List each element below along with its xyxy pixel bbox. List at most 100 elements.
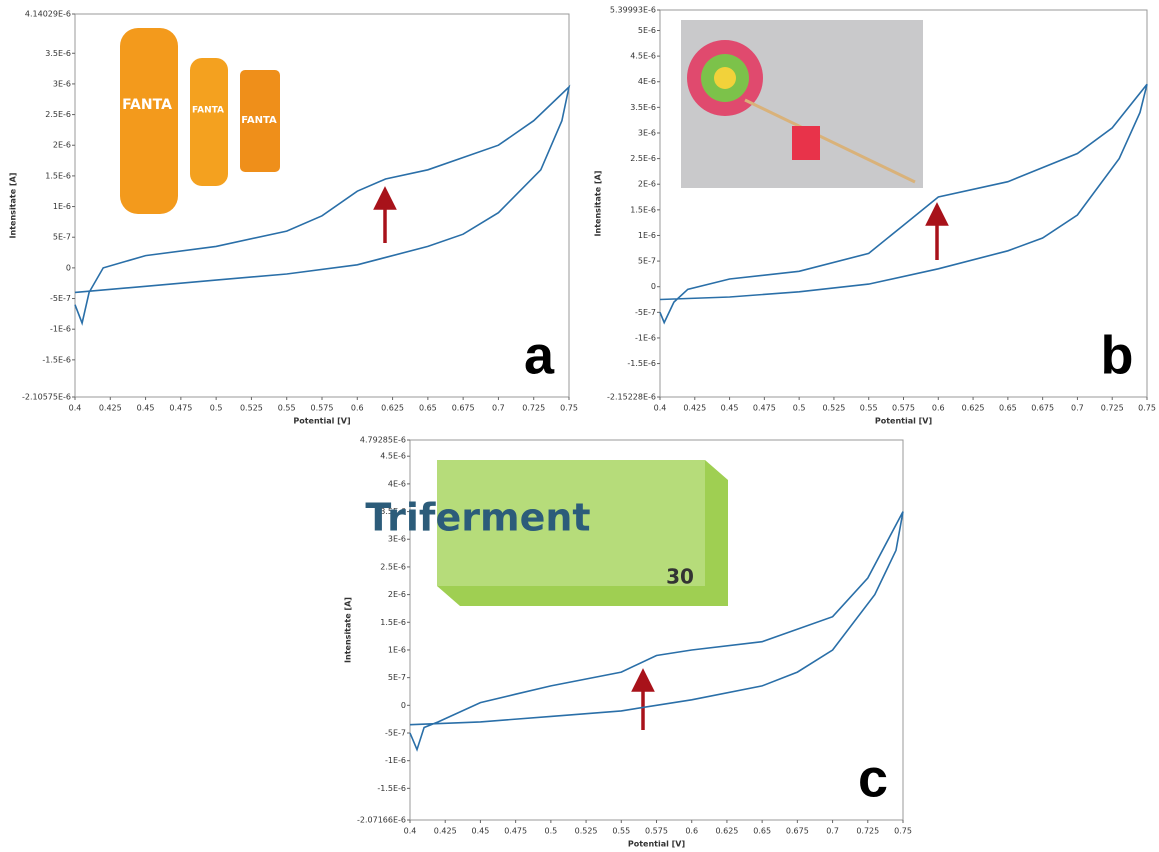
y-tick-label: 1E-6	[638, 231, 656, 240]
x-tick-label: 0.575	[311, 404, 334, 413]
x-tick-label: 0.7	[826, 827, 839, 836]
x-tick-label: 0.625	[381, 404, 404, 413]
y-tick-label: -2.10575E-6	[22, 393, 71, 402]
y-tick-label: 5E-7	[638, 257, 656, 266]
photo-text: 30	[666, 565, 694, 589]
x-tick-label: 0.575	[645, 827, 668, 836]
y-tick-label: 2.5E-6	[380, 562, 406, 571]
y-tick-label: 4.5E-6	[630, 52, 656, 61]
y-tick-label: 4.5E-6	[380, 452, 406, 461]
x-tick-label: 0.725	[856, 827, 879, 836]
x-tick-label: 0.575	[892, 404, 915, 413]
x-tick-label: 0.625	[715, 827, 738, 836]
y-tick-label: 3E-6	[53, 79, 71, 88]
x-tick-label: 0.6	[932, 404, 945, 413]
panel-letter: c	[858, 748, 888, 808]
x-tick-label: 0.525	[822, 404, 845, 413]
y-tick-label: 3.5E-6	[630, 103, 656, 112]
y-tick-label: -1E-6	[635, 333, 656, 342]
x-tick-label: 0.6	[685, 827, 698, 836]
y-tick-label: 5E-7	[53, 233, 71, 242]
x-tick-label: 0.65	[999, 404, 1017, 413]
y-tick-label: -5E-7	[385, 728, 406, 737]
x-tick-label: 0.55	[612, 827, 630, 836]
x-tick-label: 0.675	[786, 827, 809, 836]
y-tick-label: 1E-6	[53, 202, 71, 211]
x-tick-label: 0.475	[504, 827, 527, 836]
x-tick-label: 0.625	[962, 404, 985, 413]
x-tick-label: 0.425	[99, 404, 122, 413]
x-tick-label: 0.55	[278, 404, 296, 413]
y-tick-label: -1E-6	[50, 325, 71, 334]
x-tick-label: 0.475	[169, 404, 192, 413]
figure: -2.10575E-6 -1.5E-6 -1E-6 -5E-7 0 5E-7 1E-6 1.5…	[0, 0, 1159, 852]
y-axis-label: Intensitate [A]	[594, 171, 603, 237]
y-tick-label: -5E-7	[50, 294, 71, 303]
y-tick-label: -2.15228E-6	[607, 393, 656, 402]
x-tick-label: 0.675	[452, 404, 475, 413]
x-tick-label: 0.425	[434, 827, 457, 836]
y-tick-label: 3.5E-6	[45, 49, 71, 58]
y-tick-label: 0	[66, 263, 71, 272]
x-tick-label: 0.475	[753, 404, 776, 413]
x-tick-label: 0.725	[1101, 404, 1124, 413]
x-tick-label: 0.4	[654, 404, 667, 413]
x-axis-label: Potential [V]	[293, 417, 350, 426]
y-tick-label: 2E-6	[388, 590, 406, 599]
y-tick-label: -1E-6	[385, 756, 406, 765]
y-tick-label: 2E-6	[638, 180, 656, 189]
y-axis-label: Intensitate [A]	[344, 597, 353, 663]
y-tick-label: 0	[401, 701, 406, 710]
photo-text: Triferment	[365, 496, 590, 540]
x-tick-label: 0.75	[560, 404, 578, 413]
photo-text: FANTA	[122, 97, 172, 113]
y-tick-label: 1.5E-6	[45, 171, 71, 180]
y-tick-label: 3E-6	[638, 128, 656, 137]
x-tick-label: 0.75	[1138, 404, 1156, 413]
y-tick-label: 1.5E-6	[380, 618, 406, 627]
x-tick-label: 0.525	[575, 827, 598, 836]
y-tick-label: 1.5E-6	[630, 205, 656, 214]
y-tick-label: 2E-6	[53, 141, 71, 150]
x-tick-label: 0.75	[894, 827, 912, 836]
x-tick-label: 0.65	[419, 404, 437, 413]
panel-letter: b	[1101, 325, 1134, 385]
y-tick-label: 0	[651, 282, 656, 291]
y-tick-label: 5.39993E-6	[610, 6, 656, 15]
x-tick-label: 0.6	[351, 404, 364, 413]
x-tick-label: 0.525	[240, 404, 263, 413]
x-tick-label: 0.45	[721, 404, 739, 413]
x-tick-label: 0.725	[522, 404, 545, 413]
x-tick-label: 0.45	[137, 404, 155, 413]
x-tick-label: 0.675	[1031, 404, 1054, 413]
y-tick-label: 4.14029E-6	[25, 10, 71, 19]
x-tick-label: 0.425	[683, 404, 706, 413]
y-tick-label: 4E-6	[638, 77, 656, 86]
y-tick-label: 4E-6	[388, 479, 406, 488]
panel-letter: a	[524, 325, 555, 385]
photo-text: FANTA	[192, 106, 224, 116]
y-tick-label: 2.5E-6	[630, 154, 656, 163]
x-tick-label: 0.45	[472, 827, 490, 836]
photo-text: FANTA	[241, 115, 277, 126]
y-tick-label: 5E-6	[638, 26, 656, 35]
y-tick-label: 1E-6	[388, 645, 406, 654]
x-axis-label: Potential [V]	[875, 417, 932, 426]
y-tick-label: -2.07166E-6	[357, 816, 406, 825]
x-tick-label: 0.7	[1071, 404, 1084, 413]
x-tick-label: 0.7	[492, 404, 505, 413]
x-tick-label: 0.4	[69, 404, 82, 413]
y-tick-label: 5E-7	[388, 673, 406, 682]
y-axis-label: Intensitate [A]	[9, 173, 18, 239]
x-tick-label: 0.5	[544, 827, 557, 836]
x-tick-label: 0.5	[210, 404, 223, 413]
page: -2.10575E-6 -1.5E-6 -1E-6 -5E-7 0 5E-7 1E-6 1.5…	[0, 0, 1159, 852]
photo-lollipop	[681, 20, 923, 188]
y-tick-label: -1.5E-6	[42, 355, 71, 364]
y-tick-label: 4.79285E-6	[360, 436, 406, 445]
x-tick-label: 0.55	[860, 404, 878, 413]
y-tick-label: 2.5E-6	[45, 110, 71, 119]
y-tick-label: -1.5E-6	[377, 784, 406, 793]
x-tick-label: 0.4	[404, 827, 417, 836]
y-tick-label: -1.5E-6	[627, 359, 656, 368]
